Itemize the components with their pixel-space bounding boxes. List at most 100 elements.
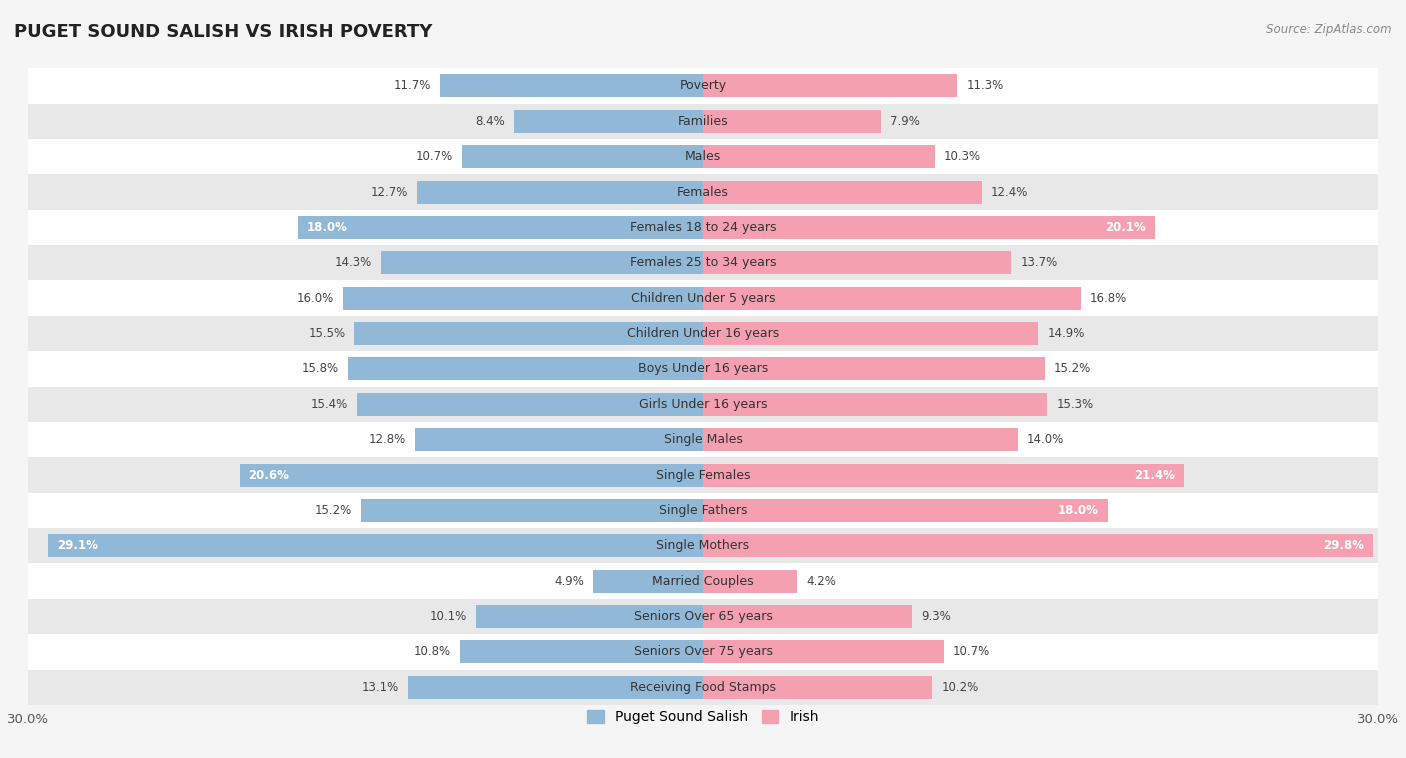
Text: 13.1%: 13.1% xyxy=(363,681,399,694)
Text: Boys Under 16 years: Boys Under 16 years xyxy=(638,362,768,375)
Text: Single Females: Single Females xyxy=(655,468,751,481)
Text: 15.2%: 15.2% xyxy=(315,504,352,517)
Bar xyxy=(703,570,797,593)
Bar xyxy=(418,180,703,204)
Bar xyxy=(48,534,703,557)
Text: 20.6%: 20.6% xyxy=(249,468,290,481)
Bar xyxy=(703,322,1038,345)
Bar xyxy=(703,110,880,133)
Bar xyxy=(381,252,703,274)
Text: 7.9%: 7.9% xyxy=(890,114,920,128)
Bar xyxy=(703,287,1081,310)
Text: Children Under 16 years: Children Under 16 years xyxy=(627,327,779,340)
Text: Males: Males xyxy=(685,150,721,163)
Text: Girls Under 16 years: Girls Under 16 years xyxy=(638,398,768,411)
Bar xyxy=(415,428,703,451)
Bar xyxy=(347,358,703,381)
Bar xyxy=(28,599,1378,634)
Text: Married Couples: Married Couples xyxy=(652,575,754,587)
Text: 18.0%: 18.0% xyxy=(307,221,347,234)
Bar xyxy=(703,180,981,204)
Bar xyxy=(515,110,703,133)
Text: 15.3%: 15.3% xyxy=(1056,398,1094,411)
Bar xyxy=(28,210,1378,245)
Text: 10.7%: 10.7% xyxy=(416,150,453,163)
Legend: Puget Sound Salish, Irish: Puget Sound Salish, Irish xyxy=(582,705,824,730)
Text: Children Under 5 years: Children Under 5 years xyxy=(631,292,775,305)
Text: Single Males: Single Males xyxy=(664,433,742,446)
Text: Females 25 to 34 years: Females 25 to 34 years xyxy=(630,256,776,269)
Bar xyxy=(28,387,1378,422)
Bar xyxy=(475,605,703,628)
Text: 15.4%: 15.4% xyxy=(311,398,347,411)
Text: 4.2%: 4.2% xyxy=(807,575,837,587)
Text: 10.1%: 10.1% xyxy=(430,610,467,623)
Text: 29.1%: 29.1% xyxy=(58,539,98,553)
Text: 10.3%: 10.3% xyxy=(943,150,981,163)
Bar xyxy=(28,351,1378,387)
Text: Females: Females xyxy=(678,186,728,199)
Bar xyxy=(28,245,1378,280)
Text: Single Fathers: Single Fathers xyxy=(659,504,747,517)
Text: 14.9%: 14.9% xyxy=(1047,327,1084,340)
Text: 15.5%: 15.5% xyxy=(308,327,346,340)
Bar xyxy=(28,174,1378,210)
Bar xyxy=(28,634,1378,669)
Text: 10.8%: 10.8% xyxy=(413,645,451,659)
Bar xyxy=(239,464,703,487)
Bar xyxy=(703,676,932,699)
Bar xyxy=(28,316,1378,351)
Bar xyxy=(440,74,703,97)
Bar xyxy=(703,74,957,97)
Bar xyxy=(28,139,1378,174)
Text: 11.3%: 11.3% xyxy=(966,80,1004,92)
Bar xyxy=(703,393,1047,415)
Text: 16.8%: 16.8% xyxy=(1090,292,1128,305)
Text: Seniors Over 75 years: Seniors Over 75 years xyxy=(634,645,772,659)
Bar xyxy=(28,493,1378,528)
Text: 14.0%: 14.0% xyxy=(1026,433,1064,446)
Bar xyxy=(703,534,1374,557)
Text: 20.1%: 20.1% xyxy=(1105,221,1146,234)
Text: 14.3%: 14.3% xyxy=(335,256,373,269)
Text: 15.8%: 15.8% xyxy=(301,362,339,375)
Bar xyxy=(408,676,703,699)
Bar xyxy=(28,280,1378,316)
Text: 11.7%: 11.7% xyxy=(394,80,430,92)
Text: 10.7%: 10.7% xyxy=(953,645,990,659)
Text: 16.0%: 16.0% xyxy=(297,292,335,305)
Text: 4.9%: 4.9% xyxy=(554,575,583,587)
Bar xyxy=(703,464,1184,487)
Bar xyxy=(28,669,1378,705)
Text: 9.3%: 9.3% xyxy=(921,610,950,623)
Bar xyxy=(703,145,935,168)
Bar xyxy=(28,457,1378,493)
Text: Single Mothers: Single Mothers xyxy=(657,539,749,553)
Bar xyxy=(703,216,1156,239)
Bar xyxy=(28,563,1378,599)
Text: Poverty: Poverty xyxy=(679,80,727,92)
Bar xyxy=(361,499,703,522)
Bar xyxy=(703,428,1018,451)
Text: PUGET SOUND SALISH VS IRISH POVERTY: PUGET SOUND SALISH VS IRISH POVERTY xyxy=(14,23,433,41)
Text: 18.0%: 18.0% xyxy=(1059,504,1099,517)
Text: 29.8%: 29.8% xyxy=(1323,539,1364,553)
Text: 10.2%: 10.2% xyxy=(942,681,979,694)
Bar xyxy=(460,641,703,663)
Text: Source: ZipAtlas.com: Source: ZipAtlas.com xyxy=(1267,23,1392,36)
Text: 8.4%: 8.4% xyxy=(475,114,505,128)
Bar xyxy=(593,570,703,593)
Bar xyxy=(703,605,912,628)
Text: 13.7%: 13.7% xyxy=(1021,256,1057,269)
Text: 12.7%: 12.7% xyxy=(371,186,408,199)
Text: 12.4%: 12.4% xyxy=(991,186,1028,199)
Bar xyxy=(703,499,1108,522)
Bar xyxy=(703,641,943,663)
Bar xyxy=(703,358,1045,381)
Bar xyxy=(343,287,703,310)
Text: Females 18 to 24 years: Females 18 to 24 years xyxy=(630,221,776,234)
Bar xyxy=(463,145,703,168)
Bar xyxy=(28,68,1378,104)
Text: 15.2%: 15.2% xyxy=(1054,362,1091,375)
Text: Receiving Food Stamps: Receiving Food Stamps xyxy=(630,681,776,694)
